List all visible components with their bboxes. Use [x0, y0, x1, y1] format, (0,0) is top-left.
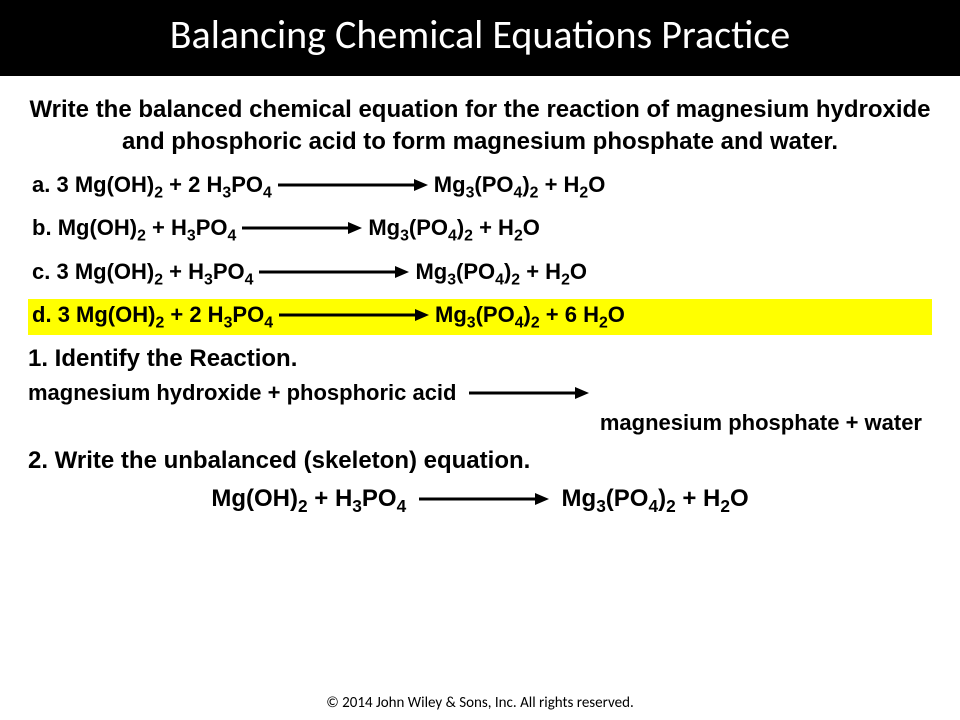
- option-reactants: Mg(OH)2 + H3PO4: [58, 215, 237, 240]
- step1-products: magnesium phosphate + water: [28, 409, 932, 438]
- arrow-icon: [419, 486, 549, 514]
- option-reactants: 3 Mg(OH)2 + 2 H3PO4: [58, 302, 273, 327]
- copyright-footer: © 2014 John Wiley & Sons, Inc. All right…: [0, 694, 960, 712]
- arrow-icon: [242, 216, 362, 242]
- slide-title: Balancing Chemical Equations Practice: [0, 0, 960, 76]
- arrow-icon: [469, 380, 589, 409]
- option-d: d. 3 Mg(OH)2 + 2 H3PO4 Mg3(PO4)2 + 6 H2O: [28, 299, 932, 335]
- step1-label: 1. Identify the Reaction.: [28, 345, 932, 373]
- option-key: a.: [32, 172, 50, 197]
- skeleton-products: Mg3(PO4)2 + H2O: [562, 485, 749, 512]
- option-products: Mg3(PO4)2 + 6 H2O: [435, 302, 625, 327]
- option-products: Mg3(PO4)2 + H2O: [415, 259, 587, 284]
- question-prompt: Write the balanced chemical equation for…: [28, 94, 932, 159]
- step2-skeleton-equation: Mg(OH)2 + H3PO4 Mg3(PO4)2 + H2O: [28, 485, 932, 517]
- step2-label: 2. Write the unbalanced (skeleton) equat…: [28, 447, 932, 475]
- option-key: b.: [32, 215, 52, 240]
- option-reactants: 3 Mg(OH)2 + H3PO4: [56, 259, 253, 284]
- options-list: a. 3 Mg(OH)2 + 2 H3PO4Mg3(PO4)2 + H2Ob. …: [28, 169, 932, 336]
- arrow-icon: [278, 173, 428, 199]
- option-b: b. Mg(OH)2 + H3PO4 Mg3(PO4)2 + H2O: [28, 212, 932, 248]
- option-reactants: 3 Mg(OH)2 + 2 H3PO4: [56, 172, 271, 197]
- option-key: d.: [32, 302, 52, 327]
- option-a: a. 3 Mg(OH)2 + 2 H3PO4 Mg3(PO4)2 + H2O: [28, 169, 932, 205]
- arrow-icon: [259, 260, 409, 286]
- option-key: c.: [32, 259, 50, 284]
- option-c: c. 3 Mg(OH)2 + H3PO4 Mg3(PO4)2 + H2O: [28, 256, 932, 292]
- step1-word-equation: magnesium hydroxide + phosphoric acid ma…: [28, 379, 932, 437]
- slide-content: Write the balanced chemical equation for…: [0, 76, 960, 517]
- step1-reactants: magnesium hydroxide + phosphoric acid: [28, 380, 456, 405]
- arrow-icon: [279, 303, 429, 329]
- option-products: Mg3(PO4)2 + H2O: [368, 215, 540, 240]
- skeleton-reactants: Mg(OH)2 + H3PO4: [211, 485, 406, 512]
- option-products: Mg3(PO4)2 + H2O: [434, 172, 606, 197]
